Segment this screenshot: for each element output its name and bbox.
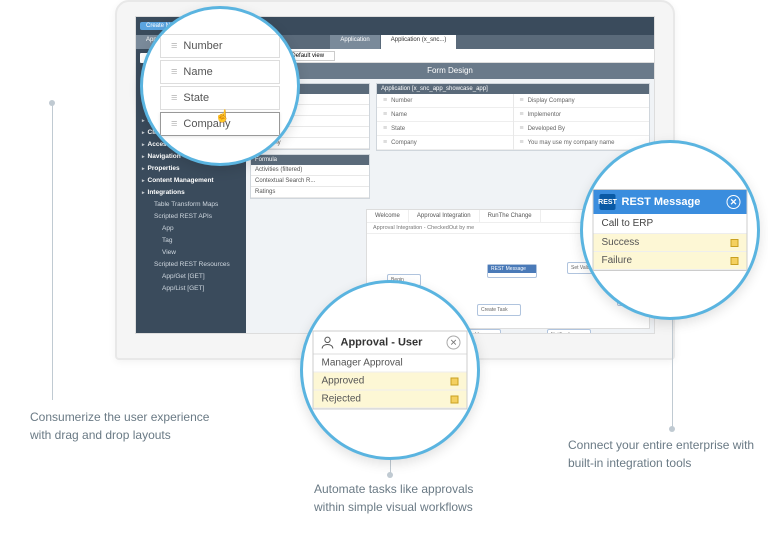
form-design-title: Form Design [246, 63, 654, 79]
form-grid: Application [x_snc_app_showcase_app] Num… [376, 83, 650, 151]
rest-row[interactable]: Failure [594, 252, 747, 270]
approval-row[interactable]: Approved [314, 373, 467, 391]
form-field[interactable]: Number [377, 94, 513, 108]
connector-right-dot [669, 426, 675, 432]
approval-subtitle: Manager Approval [314, 355, 467, 373]
form-field[interactable]: Name [377, 108, 513, 122]
sidebar-item[interactable]: App/List [GET] [136, 283, 246, 295]
form-field[interactable]: Display Company [514, 94, 650, 108]
panel-row[interactable]: Contextual Search R... [251, 176, 369, 187]
panel-row[interactable]: Ratings [251, 187, 369, 198]
workflow-node[interactable]: Create Task [477, 304, 521, 316]
rest-icon: REST [600, 194, 616, 210]
caption-left: Consumerize the user experience with dra… [30, 408, 220, 444]
connector-center-dot [387, 472, 393, 478]
rest-card: REST REST Message ✕ Call to ERP SuccessF… [593, 189, 748, 271]
caption-center: Automate tasks like approvals within sim… [314, 480, 504, 516]
connector-left [52, 102, 53, 400]
connector-peg [731, 257, 739, 265]
connector-peg [731, 239, 739, 247]
panel-header: Formula [251, 155, 369, 165]
rest-title: REST Message [622, 196, 701, 208]
wf-tab-welcome[interactable]: Welcome [367, 210, 409, 222]
sidebar-item[interactable]: Content Management [136, 175, 246, 187]
approval-title: Approval - User [320, 335, 423, 351]
sidebar-item[interactable]: Table Transform Maps [136, 199, 246, 211]
form-field[interactable]: You may use my company name [514, 136, 650, 150]
bubble-fields: NumberNameStateCompany ☝ [140, 6, 300, 166]
workflow-node[interactable]: Notification [547, 329, 591, 334]
bubble-approval: Approval - User ✕ Manager Approval Appro… [300, 280, 480, 460]
connector-peg [451, 377, 459, 385]
wf-tab-approval[interactable]: Approval Integration [409, 210, 480, 222]
cursor-icon: ☝ [215, 109, 230, 123]
form-field[interactable]: State [377, 122, 513, 136]
sidebar-item[interactable]: Integrations [136, 187, 246, 199]
rest-subtitle: Call to ERP [594, 214, 747, 234]
panel-row[interactable]: Activities (filtered) [251, 165, 369, 176]
side-panel: FormulaActivities (filtered)Contextual S… [250, 154, 370, 199]
workflow-node[interactable]: REST Message [487, 264, 537, 278]
close-icon[interactable]: ✕ [727, 195, 741, 209]
rest-row[interactable]: Success [594, 234, 747, 252]
user-icon [320, 335, 336, 351]
approval-row[interactable]: Rejected [314, 391, 467, 409]
bubble-rest: REST REST Message ✕ Call to ERP SuccessF… [580, 140, 760, 320]
form-field[interactable]: Developed By [514, 122, 650, 136]
connector-peg [451, 395, 459, 403]
form-grid-header: Application [x_snc_app_showcase_app] [377, 84, 649, 94]
close-icon[interactable]: ✕ [447, 336, 461, 350]
form-field[interactable]: Company [377, 136, 513, 150]
sidebar-item[interactable]: Scripted REST Resources [136, 259, 246, 271]
sidebar-item[interactable]: Tag [136, 235, 246, 247]
caption-right: Connect your entire enterprise with buil… [568, 436, 758, 472]
bubble-field-state[interactable]: State [160, 86, 280, 110]
sidebar-item[interactable]: App/Get [GET] [136, 271, 246, 283]
form-field[interactable]: Implementor [514, 108, 650, 122]
tab-application-selected[interactable]: Application (x_snc...) [381, 35, 457, 49]
wf-tab-runchange[interactable]: RunThe Change [480, 210, 541, 222]
sidebar-item[interactable]: Scripted REST APIs [136, 211, 246, 223]
approval-card: Approval - User ✕ Manager Approval Appro… [313, 331, 468, 410]
bubble-field-name[interactable]: Name [160, 60, 280, 84]
sidebar-item[interactable]: View [136, 247, 246, 259]
bubble-field-number[interactable]: Number [160, 34, 280, 58]
tab-application[interactable]: Application [330, 35, 379, 49]
connector-left-dot [49, 100, 55, 106]
content-toolbar: op_es Default view [246, 49, 654, 63]
sidebar-item[interactable]: App [136, 223, 246, 235]
